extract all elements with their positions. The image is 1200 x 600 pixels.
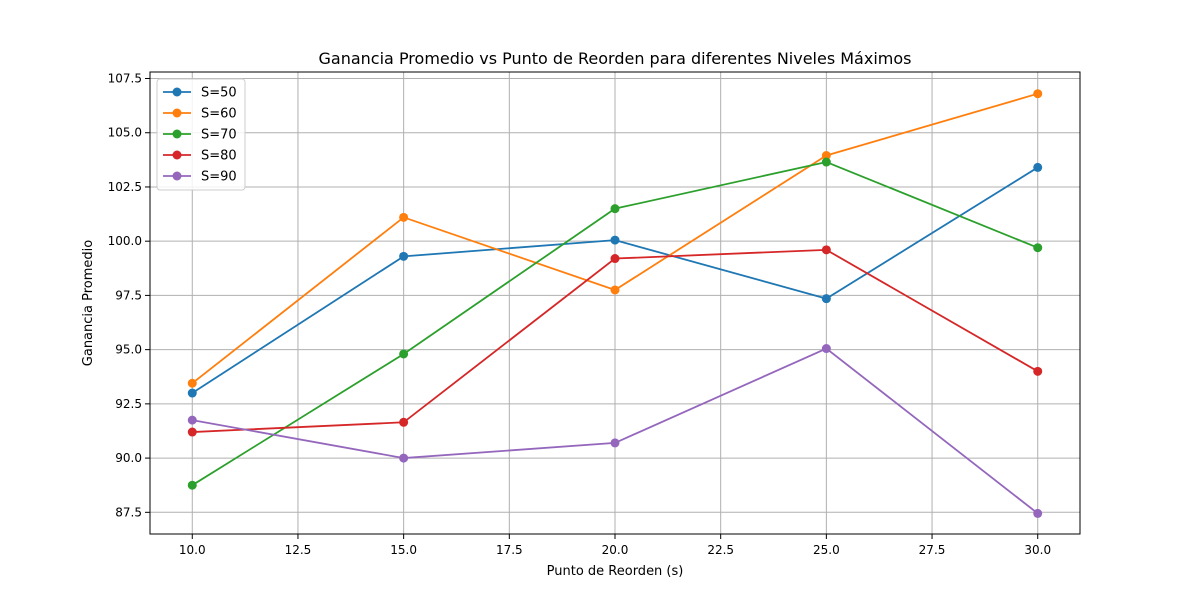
y-tick-label: 92.5 [115,397,142,411]
data-point [610,438,620,448]
x-tick-label: 17.5 [496,543,523,557]
data-point [1033,366,1043,376]
data-point [1033,508,1043,518]
data-point [1033,89,1043,99]
x-tick-label: 30.0 [1024,543,1051,557]
x-axis-label: Punto de Reorden (s) [547,564,684,579]
x-tick-label: 25.0 [813,543,840,557]
data-point [399,453,409,463]
legend-box [156,78,246,191]
data-point [610,254,620,264]
legend-swatch-marker [172,150,182,160]
y-tick-label: 107.5 [108,72,142,86]
chart-title: Ganancia Promedio vs Punto de Reorden pa… [319,49,912,68]
y-tick-label: 97.5 [115,288,142,302]
x-tick-label: 22.5 [707,543,734,557]
data-point [187,415,197,425]
legend-item: S=70 [163,128,237,143]
data-point [610,235,620,245]
data-point [399,251,409,261]
y-tick-label: 87.5 [115,505,142,519]
legend-label: S=70 [201,128,237,143]
data-point [399,349,409,359]
series-4 [187,245,1043,437]
legend-label: S=60 [201,107,237,122]
legend-swatch-marker [172,129,182,139]
x-tick-label: 27.5 [919,543,946,557]
y-tick-label: 90.0 [115,451,142,465]
series-lines [187,89,1043,518]
y-tick-label: 102.5 [108,180,142,194]
legend-item: S=90 [163,170,237,185]
legend-swatch-marker [172,108,182,118]
series-1 [187,162,1043,398]
data-point [610,204,620,214]
y-tick-label: 95.0 [115,343,142,357]
legend-item: S=60 [163,107,237,122]
y-tick-label: 105.0 [108,126,142,140]
legend-label: S=80 [201,149,237,164]
legend-item: S=50 [163,86,237,101]
data-point [1033,162,1043,172]
data-point [821,151,831,161]
series-5 [187,344,1043,518]
series-3 [187,157,1043,490]
legend-item: S=80 [163,149,237,164]
legend-label: S=50 [201,86,237,101]
data-point [821,245,831,255]
legend-swatch-marker [172,87,182,97]
data-point [399,417,409,427]
data-point [1033,243,1043,253]
data-point [187,427,197,437]
x-tick-label: 10.0 [179,543,206,557]
y-axis-ticks: 87.5 90.0 92.5 95.0 97.5 100.0 102.5 105.0 107.5 [108,72,150,519]
series-2 [187,89,1043,388]
y-axis-label: Ganancia Promedio [81,240,96,366]
data-point [821,157,831,167]
data-point [187,480,197,490]
data-point [821,344,831,354]
data-point [399,212,409,222]
x-axis-ticks: 10.0 12.5 15.0 17.5 20.0 22.5 25.0 27.5 30.0 [179,534,1051,557]
data-point [187,388,197,398]
data-point [187,378,197,388]
x-tick-label: 20.0 [602,543,629,557]
legend: S=50 S=60 S=70 S=80 S=90 [156,78,246,191]
legend-swatch-marker [172,171,182,181]
data-point [610,285,620,295]
x-tick-label: 12.5 [285,543,312,557]
x-tick-label: 15.0 [390,543,417,557]
y-tick-label: 100.0 [108,234,142,248]
data-point [821,294,831,304]
legend-label: S=90 [201,170,237,185]
